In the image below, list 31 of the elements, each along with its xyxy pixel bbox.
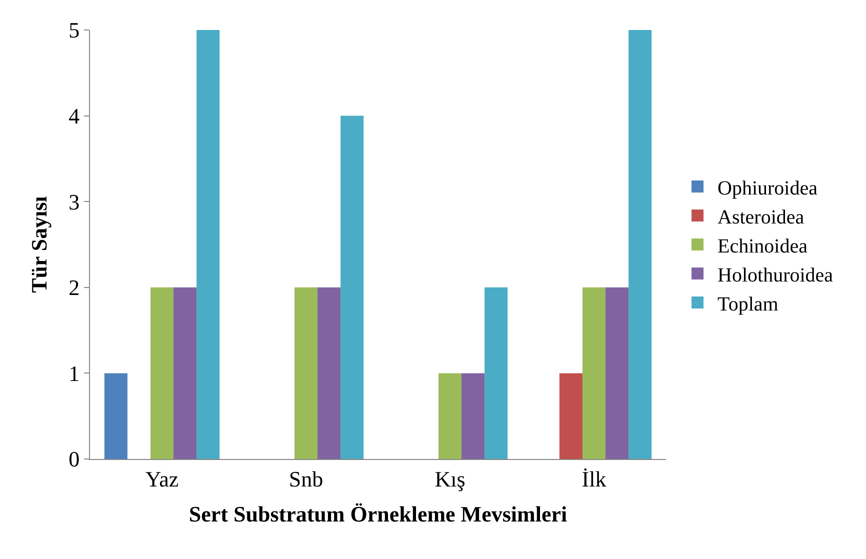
legend-label: Echinoidea [718, 235, 808, 258]
bar [196, 30, 220, 459]
legend-label: Asteroidea [718, 206, 804, 228]
bar [559, 373, 582, 459]
y-tick-label: 0 [68, 446, 80, 472]
x-tick-label: Kış [434, 466, 466, 492]
bar [294, 287, 318, 459]
y-tick-label: 2 [68, 275, 80, 300]
bar [582, 287, 606, 459]
y-tick-label: 1 [68, 360, 80, 386]
x-tick-label: Yaz [145, 466, 179, 492]
bar [174, 287, 197, 459]
legend-label: Ophiuroidea [718, 177, 818, 200]
y-axis-title: Tür Sayısı [26, 196, 52, 293]
bar [438, 373, 462, 459]
bar [104, 373, 128, 459]
legend-label: Holothuroidea [718, 264, 834, 286]
y-tick-label: 3 [68, 189, 80, 214]
x-tick-label: İlk [582, 466, 606, 492]
x-tick-label: Snb [288, 466, 324, 492]
bar [150, 287, 174, 459]
bar [628, 30, 652, 459]
x-axis-title: Sert Substratum Örnekleme Mevsimleri [188, 501, 568, 526]
y-tick-label: 4 [68, 104, 80, 128]
legend-label: Toplam [718, 293, 779, 316]
bar [318, 287, 341, 459]
bar [606, 287, 629, 459]
y-tick-label: 5 [68, 18, 80, 43]
bar [340, 116, 364, 459]
bar [462, 373, 485, 459]
bar [484, 287, 508, 459]
